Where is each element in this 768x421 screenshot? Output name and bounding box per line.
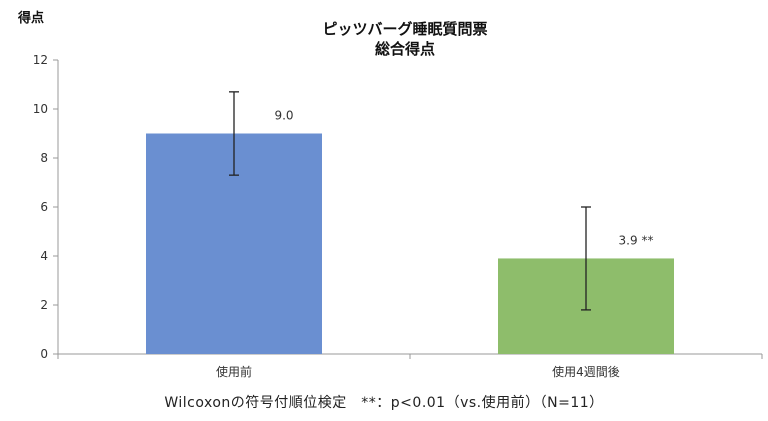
data-label: 3.9 **: [619, 233, 654, 247]
y-tick-label: 2: [40, 298, 48, 312]
y-tick-label: 0: [40, 347, 48, 361]
y-tick-label: 10: [33, 102, 48, 116]
chart-title-line-2: 総合得点: [375, 40, 435, 58]
bars-group: 9.0 3.9 **: [146, 91, 674, 354]
y-tick-label: 6: [40, 200, 48, 214]
data-label: 9.0: [274, 109, 293, 123]
footnote: Wilcoxonの符号付順位検定 **：p<0.01（vs.使用前）（N=11）: [164, 395, 604, 411]
chart-title-line-1: ピッツバーグ睡眠質問票: [322, 20, 487, 38]
x-category-label: 使用前: [216, 364, 252, 379]
y-tick-label: 12: [33, 53, 48, 67]
y-tick-label: 4: [40, 249, 48, 263]
x-category-label: 使用4週間後: [552, 364, 620, 379]
y-tick-label: 8: [40, 151, 48, 165]
y-axis-label: 得点: [17, 10, 44, 26]
